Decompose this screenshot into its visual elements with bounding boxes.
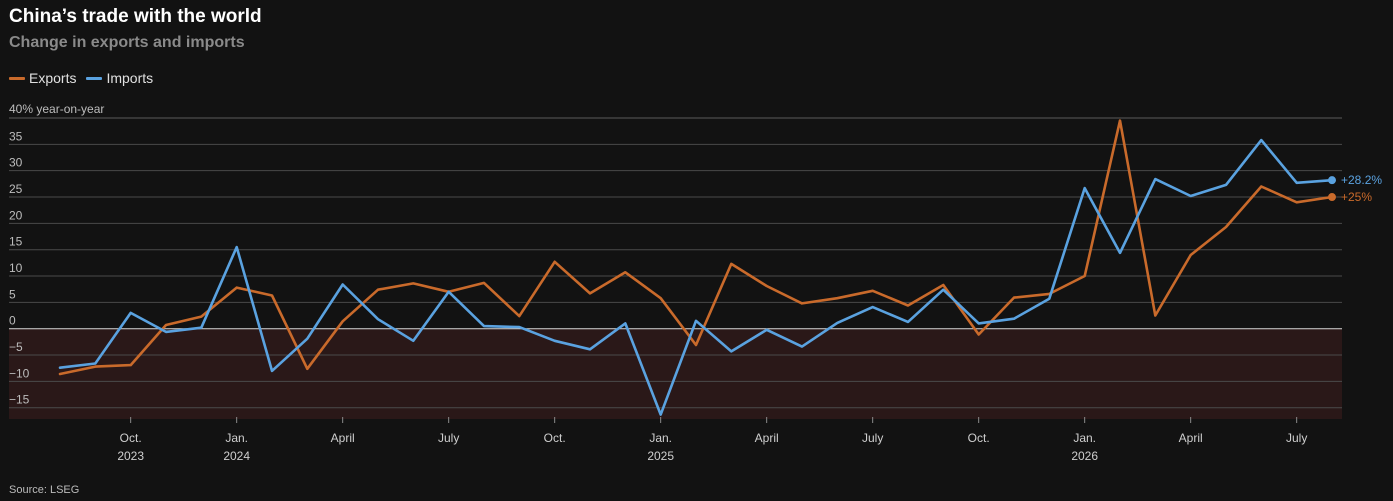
x-tick-label-10: April bbox=[1179, 431, 1203, 445]
y-tick-label--5: −5 bbox=[9, 340, 23, 354]
end-label-exports: +25% bbox=[1341, 190, 1372, 204]
x-tick-label-1: Jan. bbox=[225, 431, 248, 445]
x-tick-year-9: 2026 bbox=[1071, 449, 1098, 463]
x-tick-label-8: Oct. bbox=[968, 431, 990, 445]
y-axis-label: 40% year-on-year bbox=[9, 102, 104, 116]
legend-item-exports: Exports bbox=[9, 70, 76, 86]
chart-subtitle: Change in exports and imports bbox=[9, 34, 245, 51]
legend-label-exports: Exports bbox=[29, 70, 77, 86]
y-tick-label--15: −15 bbox=[9, 393, 30, 407]
x-tick-label-4: Oct. bbox=[544, 431, 566, 445]
x-tick-label-9: Jan. bbox=[1073, 431, 1096, 445]
y-tick-label-15: 15 bbox=[9, 235, 23, 249]
end-point-imports bbox=[1328, 176, 1336, 185]
legend-swatch-exports bbox=[9, 76, 25, 80]
x-tick-year-0: 2023 bbox=[117, 449, 144, 463]
end-point-exports bbox=[1328, 193, 1336, 202]
legend-label-imports: Imports bbox=[106, 70, 154, 86]
x-tick-label-2: April bbox=[331, 431, 355, 445]
y-tick-label-0: 0 bbox=[9, 314, 16, 328]
source-note: Source: LSEG bbox=[9, 484, 80, 496]
end-label-imports: +28.2% bbox=[1341, 173, 1382, 187]
x-tick-label-3: July bbox=[438, 431, 459, 445]
y-tick-label-30: 30 bbox=[9, 156, 23, 170]
chart-legend: Exports Imports bbox=[9, 70, 153, 86]
x-tick-label-5: Jan. bbox=[649, 431, 672, 445]
y-tick-label-35: 35 bbox=[9, 129, 23, 143]
legend-item-imports: Imports bbox=[86, 70, 153, 86]
series-line-exports bbox=[58, 119, 1334, 376]
y-tick-label--10: −10 bbox=[9, 366, 30, 380]
y-tick-label-10: 10 bbox=[9, 261, 23, 275]
x-tick-label-7: July bbox=[862, 431, 883, 445]
x-tick-label-11: July bbox=[1286, 431, 1307, 445]
x-tick-year-5: 2025 bbox=[647, 449, 674, 463]
y-tick-label-25: 25 bbox=[9, 182, 23, 196]
legend-swatch-imports bbox=[86, 76, 103, 80]
y-tick-label-5: 5 bbox=[9, 287, 16, 301]
y-tick-label-20: 20 bbox=[9, 208, 23, 222]
x-tick-year-1: 2024 bbox=[223, 449, 250, 463]
series-line-imports bbox=[58, 138, 1334, 416]
x-tick-label-6: April bbox=[755, 431, 779, 445]
x-tick-label-0: Oct. bbox=[120, 431, 142, 445]
chart-title: China’s trade with the world bbox=[9, 6, 262, 27]
